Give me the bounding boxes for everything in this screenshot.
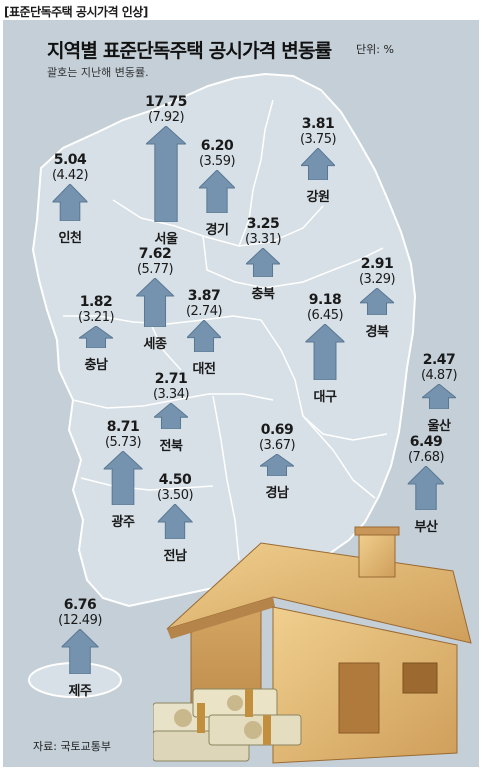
region-15: 6.49 (7.68) 부산	[388, 434, 464, 535]
region-16: 4.50 (3.50) 전남	[137, 472, 213, 564]
up-arrow-icon	[305, 324, 345, 380]
up-arrow-icon	[422, 384, 456, 409]
up-arrow-icon	[301, 148, 335, 180]
region-4: 3.81 (3.75) 강원	[280, 116, 356, 205]
unit-label: 단위: %	[356, 43, 394, 56]
region-value: 7.62	[138, 246, 172, 262]
region-14: 8.71 (5.73) 광주	[85, 419, 161, 530]
region-previous-value: (2.74)	[185, 304, 223, 319]
region-name: 서울	[154, 232, 178, 247]
up-arrow-icon	[360, 288, 394, 315]
up-arrow-icon	[157, 504, 193, 539]
region-name: 충남	[84, 358, 108, 373]
chart-subtitle: 괄호는 지난해 변동률.	[47, 66, 149, 79]
region-value: 6.49	[409, 434, 443, 450]
up-arrow-icon	[260, 454, 294, 476]
header-tag: [표준단독주택 공시가격 인상]	[4, 5, 148, 19]
region-value: 6.76	[63, 597, 97, 613]
region-previous-value: (7.68)	[407, 450, 445, 465]
region-previous-value: (3.67)	[258, 438, 296, 453]
region-name: 광주	[111, 515, 135, 530]
region-9: 2.91 (3.29) 경북	[339, 256, 415, 340]
up-arrow-icon	[79, 326, 113, 348]
region-previous-value: (6.45)	[306, 308, 344, 323]
infographic-panel: 지역별 표준단독주택 공시가격 변동률 단위: % 괄호는 지난해 변동률. 1…	[3, 20, 479, 767]
region-13: 0.69 (3.67) 경남	[239, 422, 315, 501]
region-name: 전남	[163, 549, 187, 564]
region-8: 3.87 (2.74) 대전	[166, 288, 242, 377]
region-previous-value: (5.77)	[136, 262, 174, 277]
region-name: 대전	[192, 362, 216, 377]
up-arrow-icon	[146, 126, 186, 222]
region-value: 3.25	[246, 216, 280, 232]
up-arrow-icon	[103, 451, 143, 505]
up-arrow-icon	[136, 278, 174, 327]
region-value: 2.71	[154, 371, 188, 387]
region-previous-value: (3.31)	[244, 232, 282, 247]
region-value: 1.82	[79, 294, 113, 310]
region-5: 7.62 (5.77) 세종	[117, 246, 193, 352]
up-arrow-icon	[187, 320, 221, 352]
region-17: 6.76 (12.49) 제주	[42, 597, 118, 699]
region-name: 제주	[68, 684, 92, 699]
region-name: 대구	[313, 390, 337, 405]
region-previous-value: (7.92)	[147, 110, 185, 125]
province-borders	[63, 99, 388, 561]
region-value: 9.18	[308, 292, 342, 308]
region-previous-value: (5.73)	[104, 435, 142, 450]
region-name: 충북	[251, 287, 275, 302]
region-name: 울산	[427, 419, 451, 434]
region-previous-value: (12.49)	[58, 613, 102, 628]
region-value: 5.04	[53, 152, 87, 168]
region-previous-value: (4.42)	[51, 168, 89, 183]
region-previous-value: (3.75)	[299, 132, 337, 147]
source-note: 자료: 국토교통부	[33, 740, 112, 753]
region-name: 부산	[414, 520, 438, 535]
house-illustration	[153, 526, 472, 764]
region-name: 인천	[58, 231, 82, 246]
up-arrow-icon	[198, 170, 236, 213]
region-3: 5.04 (4.42) 인천	[32, 152, 108, 246]
region-name: 강원	[306, 190, 330, 205]
up-arrow-icon	[246, 248, 280, 277]
region-11: 2.71 (3.34) 전북	[133, 371, 209, 454]
region-name: 경기	[205, 223, 229, 238]
region-7: 1.82 (3.21) 충남	[58, 294, 134, 373]
region-name: 경북	[365, 325, 389, 340]
region-value: 4.50	[158, 472, 192, 488]
region-name: 전북	[159, 439, 183, 454]
up-arrow-icon	[61, 629, 99, 674]
region-previous-value: (3.29)	[358, 272, 396, 287]
region-value: 2.47	[422, 352, 456, 368]
region-value: 8.71	[106, 419, 140, 435]
region-value: 6.20	[200, 138, 234, 154]
up-arrow-icon	[407, 466, 445, 510]
region-previous-value: (3.21)	[77, 310, 115, 325]
region-previous-value: (4.87)	[420, 368, 458, 383]
region-1: 17.75 (7.92) 서울	[128, 94, 204, 247]
money-bundles	[153, 688, 302, 762]
region-previous-value: (3.34)	[152, 387, 190, 402]
region-10: 9.18 (6.45) 대구	[287, 292, 363, 405]
region-name: 세종	[143, 337, 167, 352]
region-value: 17.75	[145, 94, 187, 110]
region-6: 3.25 (3.31) 충북	[225, 216, 301, 302]
region-value: 0.69	[260, 422, 294, 438]
region-value: 3.87	[187, 288, 221, 304]
up-arrow-icon	[154, 403, 188, 429]
region-value: 2.91	[360, 256, 394, 272]
region-previous-value: (3.59)	[198, 154, 236, 169]
chart-title: 지역별 표준단독주택 공시가격 변동률	[47, 40, 332, 62]
region-12: 2.47 (4.87) 울산	[401, 352, 477, 434]
region-name: 경남	[265, 486, 289, 501]
region-2: 6.20 (3.59) 경기	[179, 138, 255, 238]
up-arrow-icon	[52, 184, 88, 221]
region-value: 3.81	[301, 116, 335, 132]
region-previous-value: (3.50)	[156, 488, 194, 503]
